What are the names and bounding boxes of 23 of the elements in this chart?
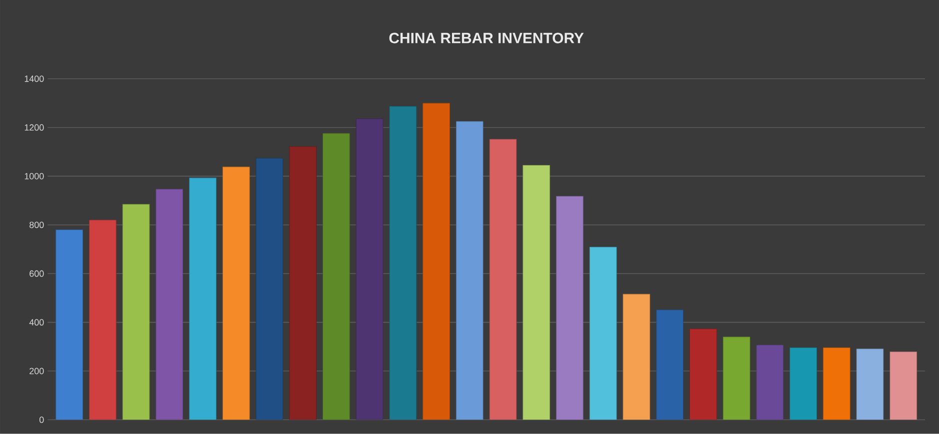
y-tick-label: 800 — [30, 222, 44, 228]
y-tick-label: 1400 — [24, 76, 44, 82]
y-tick-label: 1000 — [24, 173, 44, 180]
chart-title: CHINA REBAR INVENTORY — [389, 32, 584, 44]
bar — [856, 348, 884, 420]
bar — [56, 230, 83, 420]
bar — [890, 352, 918, 420]
y-tick-label: 1200 — [24, 124, 44, 131]
bar — [322, 133, 350, 420]
bar — [156, 189, 184, 420]
bar — [722, 336, 750, 420]
bar — [790, 348, 817, 420]
bar — [222, 166, 250, 420]
bar — [456, 121, 484, 420]
y-tick-label: 600 — [30, 270, 44, 277]
y-tick-label: 0 — [39, 416, 44, 424]
bar — [656, 310, 684, 420]
bar — [822, 348, 850, 420]
bar — [622, 294, 650, 420]
y-tick-label: 200 — [30, 368, 44, 374]
y-tick-label: 400 — [29, 319, 44, 326]
bar — [756, 344, 784, 420]
bar — [356, 118, 384, 420]
